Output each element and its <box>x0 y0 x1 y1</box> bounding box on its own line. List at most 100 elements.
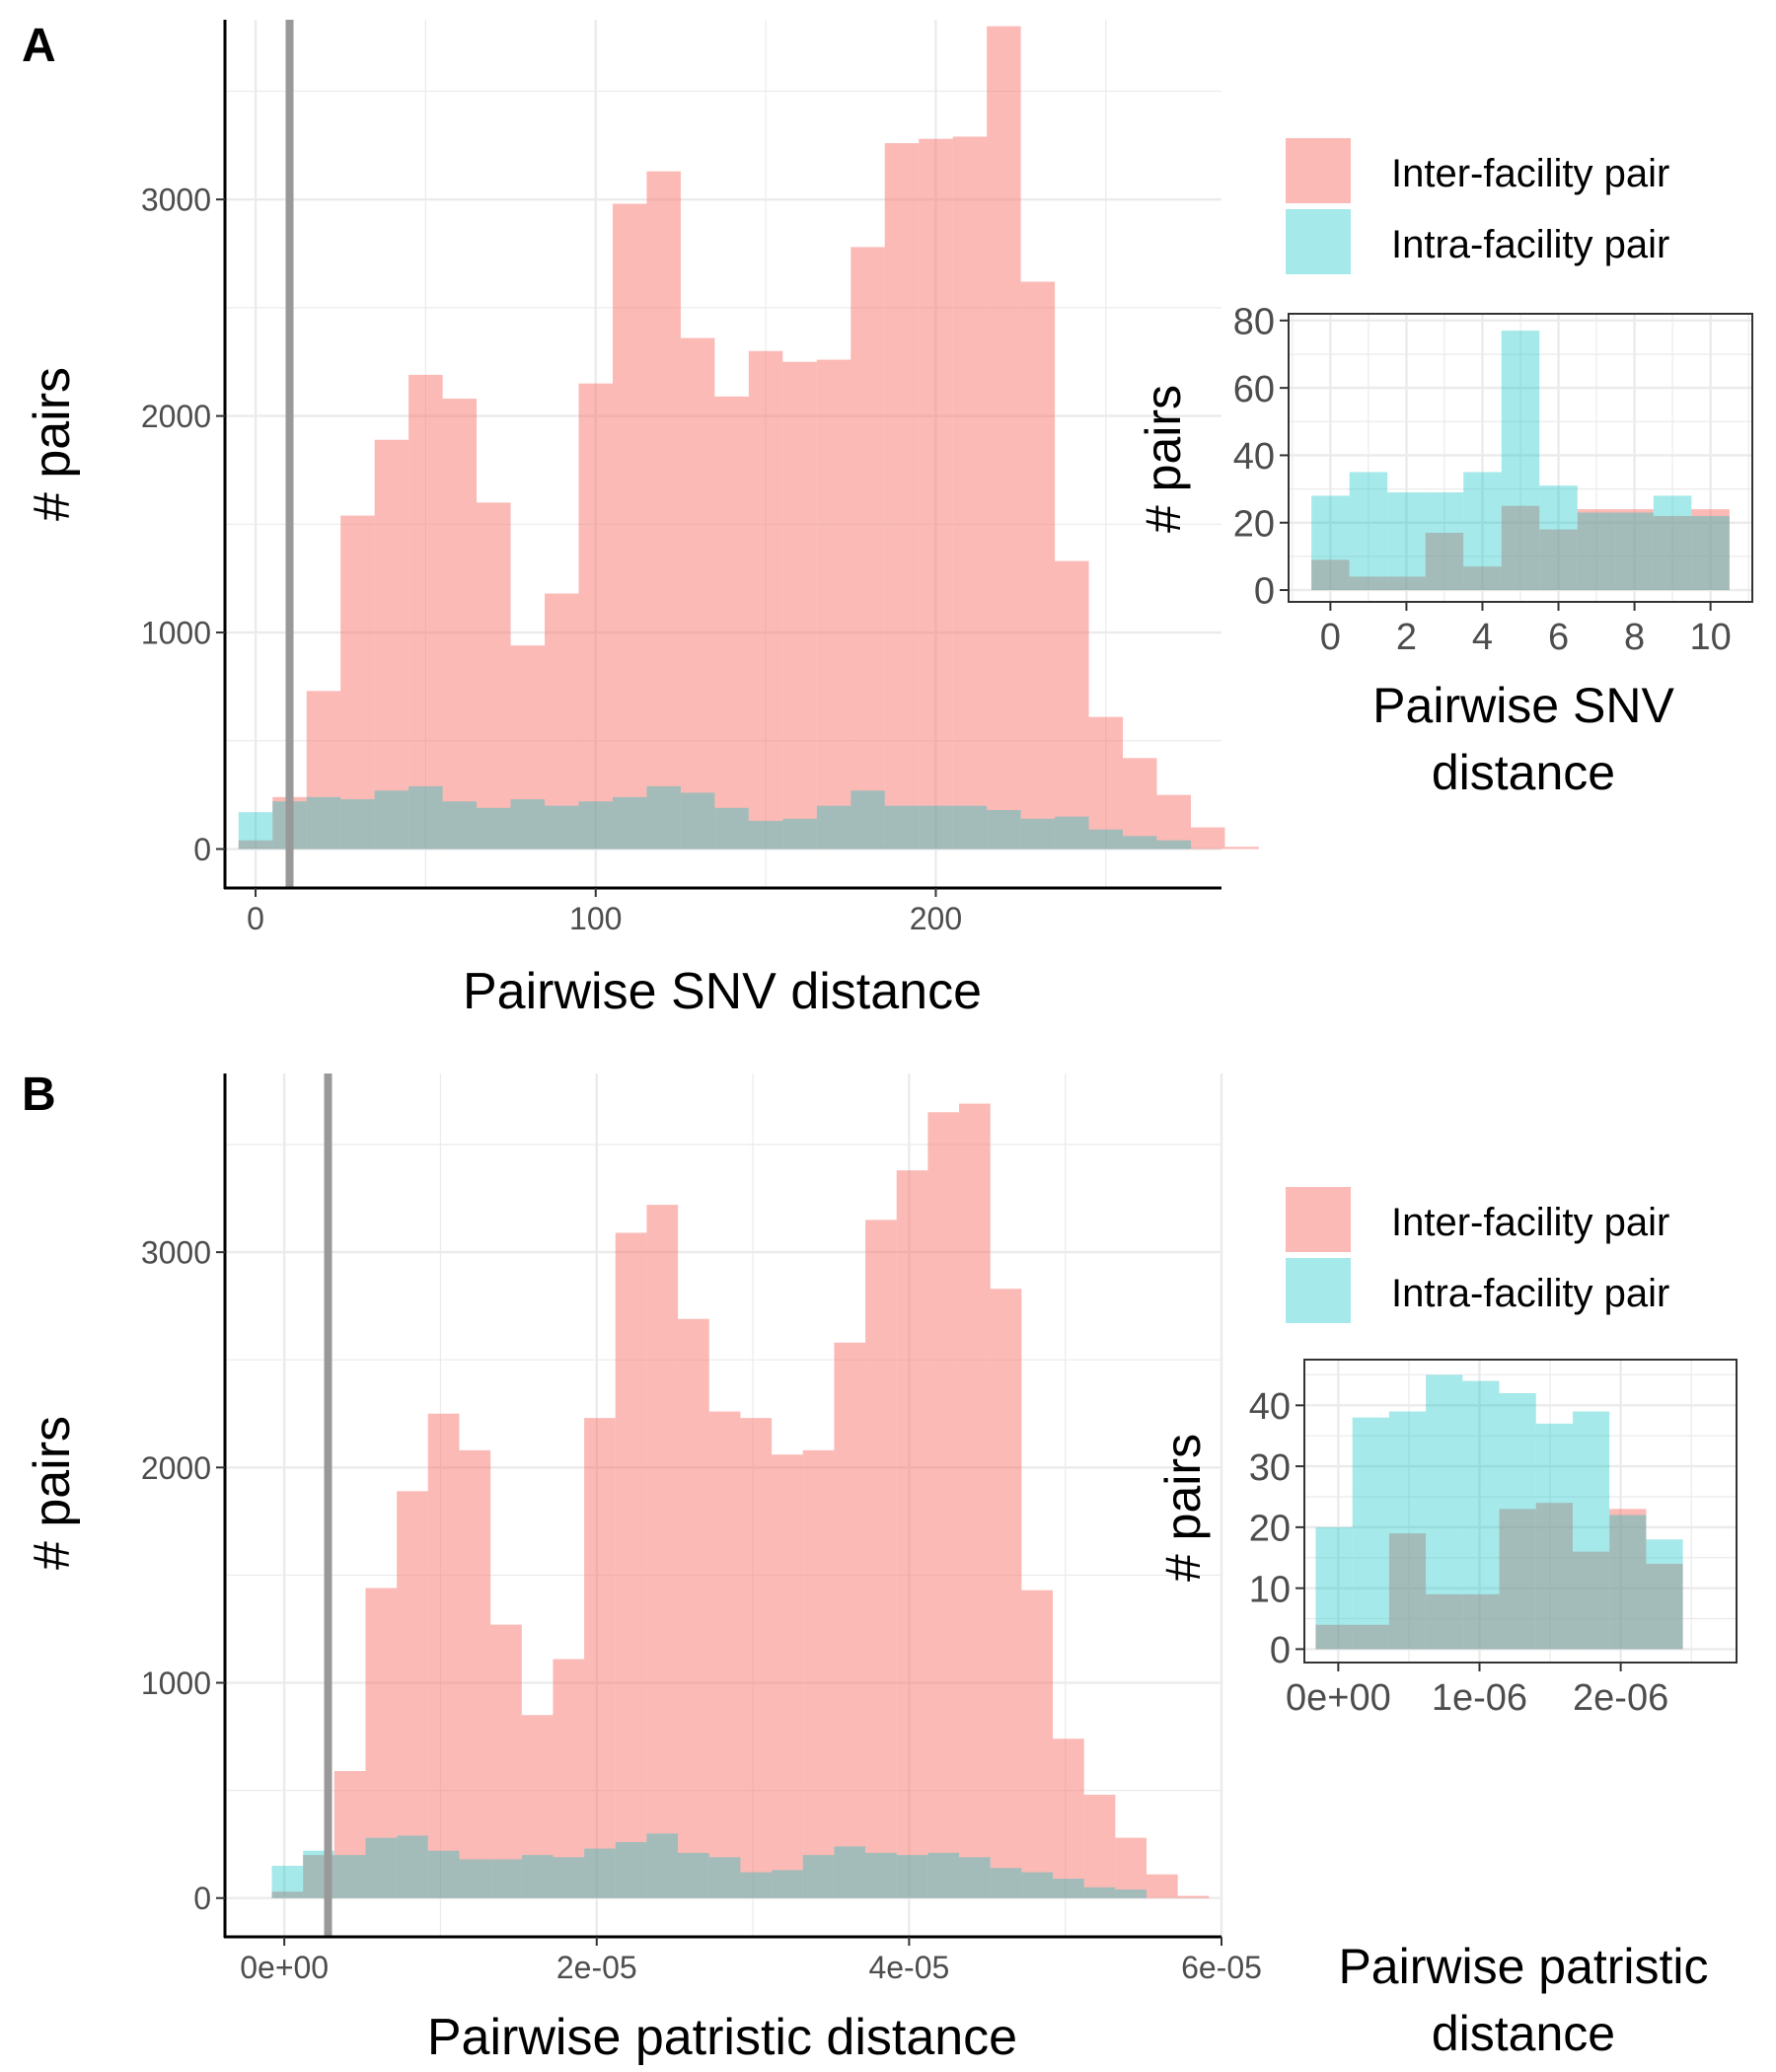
bar-inter-facility <box>1577 509 1616 591</box>
bar-inter-facility <box>584 1418 616 1898</box>
bar-inter-facility <box>1501 505 1540 591</box>
bar-inter-facility <box>990 1289 1022 1898</box>
bar-intra-facility <box>1083 1887 1116 1898</box>
axes-b <box>223 1073 1221 1939</box>
bar-intra-facility <box>834 1846 866 1898</box>
bar-inter-facility <box>987 26 1021 850</box>
bar-inter-facility <box>1539 529 1578 591</box>
bar-intra-facility <box>678 1852 709 1898</box>
bar-inter-facility <box>834 1342 866 1898</box>
bar-inter-facility <box>1156 794 1191 850</box>
bar-inter-facility <box>748 350 783 850</box>
bar-intra-facility <box>1115 1888 1147 1898</box>
bar-intra-facility <box>680 792 715 850</box>
y-tick-label: 10 <box>1249 1569 1291 1610</box>
x-tick-label: 2e-05 <box>556 1950 637 1985</box>
x-axis-label-inset-a-line2: distance <box>1432 745 1615 800</box>
bar-inter-facility <box>408 374 443 850</box>
bar-inter-facility <box>521 1715 554 1898</box>
inset-histogram-b: 0e+00 1e-06 2e-06 0 10 20 30 40 Pairwise patris… <box>1155 1359 1738 2061</box>
bar-intra-facility <box>927 1852 960 1898</box>
bar-inter-facility <box>1691 509 1730 591</box>
x-tick-label: 0e+00 <box>240 1950 329 1985</box>
bar-inter-facility <box>1055 560 1089 850</box>
bar-inter-facility <box>333 1770 366 1898</box>
bar-intra-facility <box>1123 836 1157 850</box>
bar-intra-facility <box>1572 1411 1610 1650</box>
bar-inter-facility <box>1499 1509 1536 1650</box>
bar-inter-facility <box>714 396 749 850</box>
bar-intra-facility <box>959 1857 991 1898</box>
bar-inter-facility <box>477 502 511 850</box>
bar-intra-facility <box>1501 331 1540 591</box>
x-tick-label: 0e+00 <box>1286 1677 1391 1719</box>
bar-intra-facility <box>510 799 546 850</box>
bar-intra-facility <box>1055 816 1089 850</box>
y-tick-label: 40 <box>1249 1386 1291 1428</box>
bar-intra-facility <box>782 818 817 850</box>
bar-inter-facility <box>1190 827 1225 850</box>
bar-inter-facility <box>1387 576 1426 591</box>
bar-inter-facility <box>1425 532 1464 591</box>
bar-intra-facility <box>802 1855 835 1898</box>
bar-inter-facility <box>1021 1590 1054 1898</box>
bar-inter-facility <box>1053 1739 1084 1898</box>
axes-inset-b <box>1303 1359 1738 1664</box>
bar-inter-facility <box>865 1220 897 1898</box>
bar-intra-facility <box>1349 472 1388 591</box>
bar-intra-facility <box>1535 1423 1573 1650</box>
bar-inter-facility <box>1315 1624 1353 1650</box>
bar-intra-facility <box>238 812 273 850</box>
histogram-b-patristic: 0e+00 2e-05 4e-05 6e-05 0 1000 2000 3000 Pairwi… <box>24 1073 1262 2066</box>
bar-inter-facility <box>1462 1593 1500 1650</box>
bar-intra-facility <box>397 1835 428 1898</box>
bar-inter-facility <box>459 1449 491 1898</box>
bar-inter-facility <box>1020 281 1056 850</box>
bar-inter-facility <box>1349 576 1388 591</box>
bar-intra-facility <box>333 1855 366 1898</box>
bar-inter-facility <box>1609 1509 1647 1650</box>
x-tick-label: 1e-06 <box>1432 1677 1527 1719</box>
bar-inter-facility <box>612 203 647 850</box>
y-tick-label: 20 <box>1249 1509 1291 1550</box>
bar-inter-facility <box>680 337 715 850</box>
bar-intra-facility <box>865 1852 897 1898</box>
bar-intra-facility <box>1653 495 1692 591</box>
inset-histogram-a: 0 2 4 6 8 10 0 20 40 60 80 Pairwise SNV distance #… <box>1136 302 1753 800</box>
bar-inter-facility <box>427 1413 460 1898</box>
axes-inset-a <box>1288 313 1753 603</box>
y-axis-label-a: # pairs <box>24 367 81 521</box>
bar-inter-facility <box>1147 1874 1178 1898</box>
bar-intra-facility <box>1311 495 1350 591</box>
bar-intra-facility <box>1499 1392 1536 1650</box>
y-tick-label: 20 <box>1233 503 1275 545</box>
bar-intra-facility <box>952 805 988 850</box>
panel-label-b: B <box>22 1069 56 1121</box>
y-tick-label: 2000 <box>141 399 211 434</box>
bar-inter-facility <box>952 136 988 850</box>
bar-intra-facility <box>306 796 341 850</box>
bar-intra-facility <box>708 1857 741 1898</box>
bar-inter-facility <box>851 247 885 850</box>
bar-inter-facility <box>1615 509 1654 591</box>
y-tick-label: 80 <box>1233 302 1275 343</box>
inset-panel-border <box>1288 313 1753 603</box>
bars-a <box>238 26 1259 850</box>
bar-intra-facility <box>1462 1380 1500 1650</box>
bar-inter-facility <box>646 1205 679 1898</box>
y-tick-label: 0 <box>193 1881 211 1916</box>
bar-intra-facility <box>427 1850 460 1898</box>
y-tick-label: 2000 <box>141 1450 211 1486</box>
legend-swatch-intra-a <box>1286 209 1351 274</box>
bar-inter-facility <box>374 439 409 850</box>
bar-inter-facility <box>646 171 681 850</box>
bar-intra-facility <box>578 801 613 850</box>
x-tick-label: 10 <box>1689 617 1731 658</box>
bar-inter-facility <box>615 1232 647 1898</box>
panel-label-a: A <box>22 20 56 72</box>
bar-intra-facility <box>990 1868 1022 1898</box>
bar-inter-facility <box>490 1624 522 1898</box>
bar-intra-facility <box>374 790 409 850</box>
